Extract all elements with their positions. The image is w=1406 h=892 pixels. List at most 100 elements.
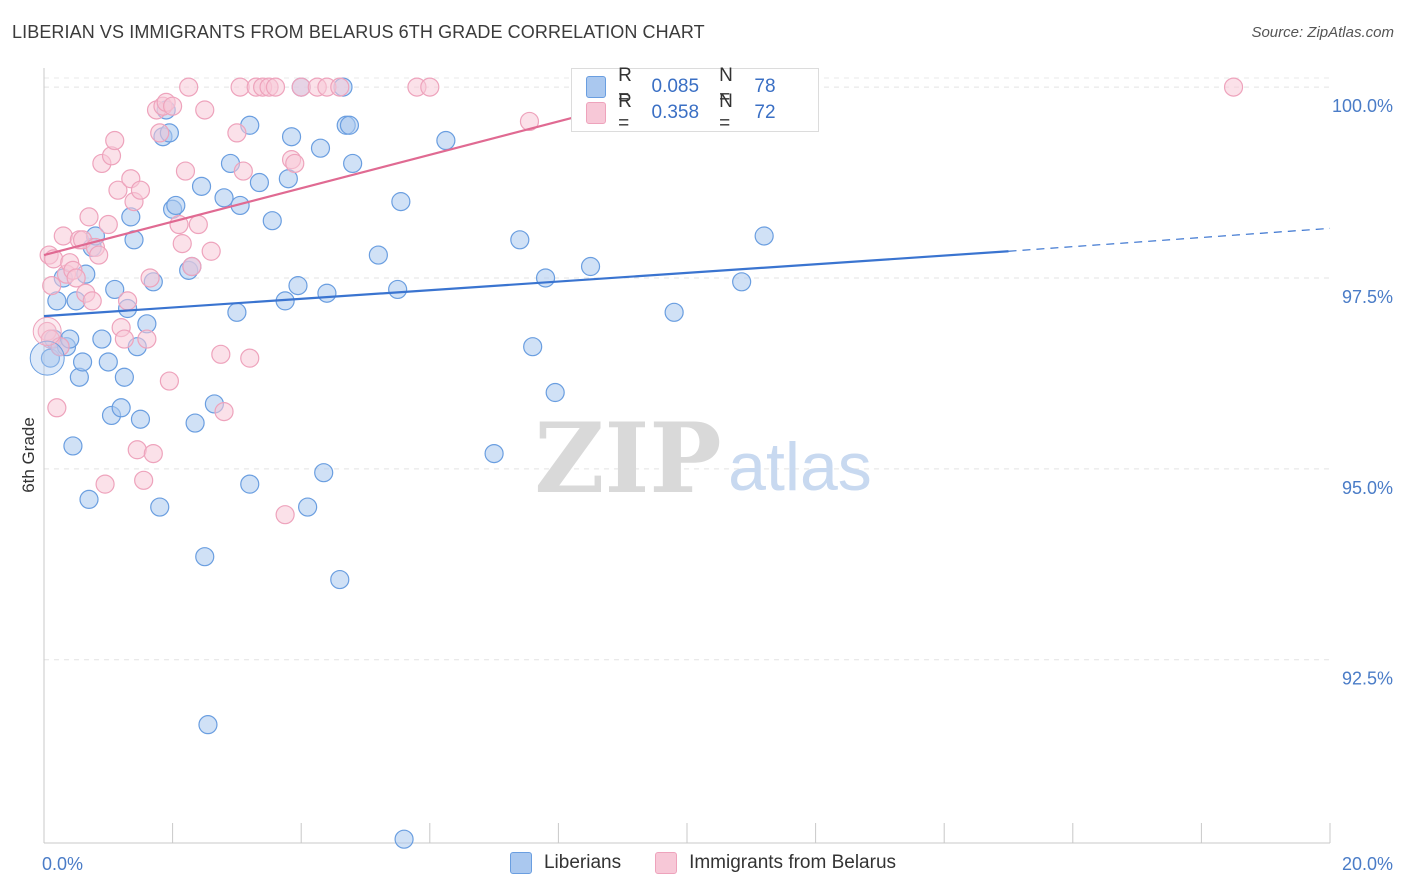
belarus-point — [330, 77, 350, 97]
stats-legend-row-liberians: R = 0.085 N = 78 — [586, 65, 818, 108]
belarus-point — [134, 470, 154, 490]
liberians-swatch — [586, 76, 607, 98]
belarus-point — [95, 474, 115, 494]
legend-label: Liberians — [543, 852, 622, 873]
stats-legend: R = 0.085 N = 78 R = 0.358 N = 72 — [571, 65, 819, 134]
belarus-point — [188, 214, 208, 235]
belarus-point — [227, 123, 247, 143]
legend-item-liberians[interactable]: Liberians — [509, 852, 622, 874]
liberians-point — [98, 352, 118, 372]
liberians-point — [105, 279, 125, 300]
liberians-point — [545, 382, 565, 403]
liberians-point — [535, 268, 556, 288]
belarus-point — [117, 291, 138, 311]
n-value: 72 — [754, 102, 776, 123]
liberians-point — [298, 497, 318, 517]
belarus-point — [79, 207, 99, 227]
liberians-point — [72, 352, 93, 372]
liberians-point — [314, 463, 334, 483]
belarus-trend-line — [43, 93, 662, 257]
belarus-point — [163, 96, 183, 116]
y-tick-label: 100.0% — [1332, 96, 1393, 116]
liberians-point — [317, 283, 337, 303]
n-value: 78 — [754, 76, 776, 97]
liberians-point — [288, 276, 308, 296]
r-label: R = — [618, 91, 632, 134]
belarus-point — [150, 123, 170, 143]
y-tick-label: 97.5% — [1342, 287, 1393, 307]
y-axis-title: 6th Grade — [19, 417, 38, 493]
liberians-point — [388, 279, 408, 300]
belarus-point — [143, 443, 163, 464]
x-tick-label: 20.0% — [1342, 854, 1393, 874]
watermark-atlas: atlas — [728, 429, 872, 505]
belarus-point — [175, 161, 196, 181]
watermark-zip: ZIP — [534, 402, 721, 515]
belarus-point — [32, 316, 62, 346]
liberians-point — [523, 337, 543, 357]
liberians-point — [754, 226, 774, 246]
belarus-point — [66, 268, 86, 288]
belarus-swatch — [586, 102, 607, 124]
liberians-point — [310, 138, 331, 158]
liberians-point — [262, 211, 282, 231]
liberians-point — [343, 153, 363, 174]
liberians-point — [484, 443, 504, 464]
belarus-point — [291, 77, 311, 97]
liberians-point — [510, 230, 530, 250]
belarus-point — [89, 245, 109, 265]
liberians-point — [195, 547, 215, 567]
y-tick-label: 92.5% — [1342, 669, 1393, 689]
liberians-point — [339, 115, 360, 135]
belarus-point — [47, 398, 67, 418]
label-layer: 100.0% 97.5% 95.0% 92.5% 0.0% 20.0% 6th Grade — [19, 96, 1393, 874]
legend-item-belarus[interactable]: Immigrants from Belarus — [655, 852, 896, 874]
belarus-point — [182, 256, 202, 277]
liberians-point — [111, 398, 131, 418]
belarus-point — [195, 100, 215, 120]
r-label: R = — [618, 65, 632, 108]
stats-legend-row-belarus: R = 0.358 N = 72 — [586, 91, 818, 134]
x-tick-label: 0.0% — [42, 854, 83, 874]
liberians-point — [281, 127, 302, 147]
axis-layer — [43, 68, 1331, 844]
liberians-point — [191, 176, 212, 196]
liberians-point — [240, 474, 260, 494]
liberians-point — [150, 497, 170, 517]
liberians-point — [391, 192, 411, 212]
liberians-point — [249, 172, 270, 193]
belarus-point — [519, 111, 540, 132]
belarus-point — [211, 344, 231, 364]
belarus-point — [159, 371, 179, 391]
belarus-point — [1223, 77, 1244, 97]
liberians-point — [368, 245, 388, 265]
liberians-point — [198, 715, 218, 735]
belarus-point — [240, 348, 260, 368]
n-label: N = — [719, 91, 733, 134]
liberians-point — [166, 195, 186, 216]
belarus-point — [172, 234, 192, 254]
liberians-trend-line — [43, 250, 1009, 318]
belarus-point — [214, 401, 234, 422]
liberians-legend-swatch — [509, 852, 532, 874]
liberians-point — [92, 329, 112, 349]
belarus-point — [420, 77, 440, 97]
legend-label: Immigrants from Belarus — [689, 852, 897, 873]
liberians-point — [214, 188, 234, 208]
liberians-point — [664, 302, 684, 322]
liberians-point — [63, 436, 83, 456]
belarus-point — [42, 276, 62, 296]
belarus-point — [179, 77, 199, 97]
belarus-point — [140, 268, 160, 288]
belarus-point — [98, 214, 118, 235]
belarus-point — [285, 153, 305, 174]
r-value: 0.358 — [651, 102, 700, 123]
liberians-point — [227, 302, 247, 322]
belarus-point — [114, 329, 134, 349]
belarus-point — [265, 77, 286, 97]
liberians-point — [394, 829, 414, 849]
n-label: N = — [719, 65, 733, 108]
belarus-point — [230, 77, 250, 97]
liberians-point — [114, 367, 134, 387]
